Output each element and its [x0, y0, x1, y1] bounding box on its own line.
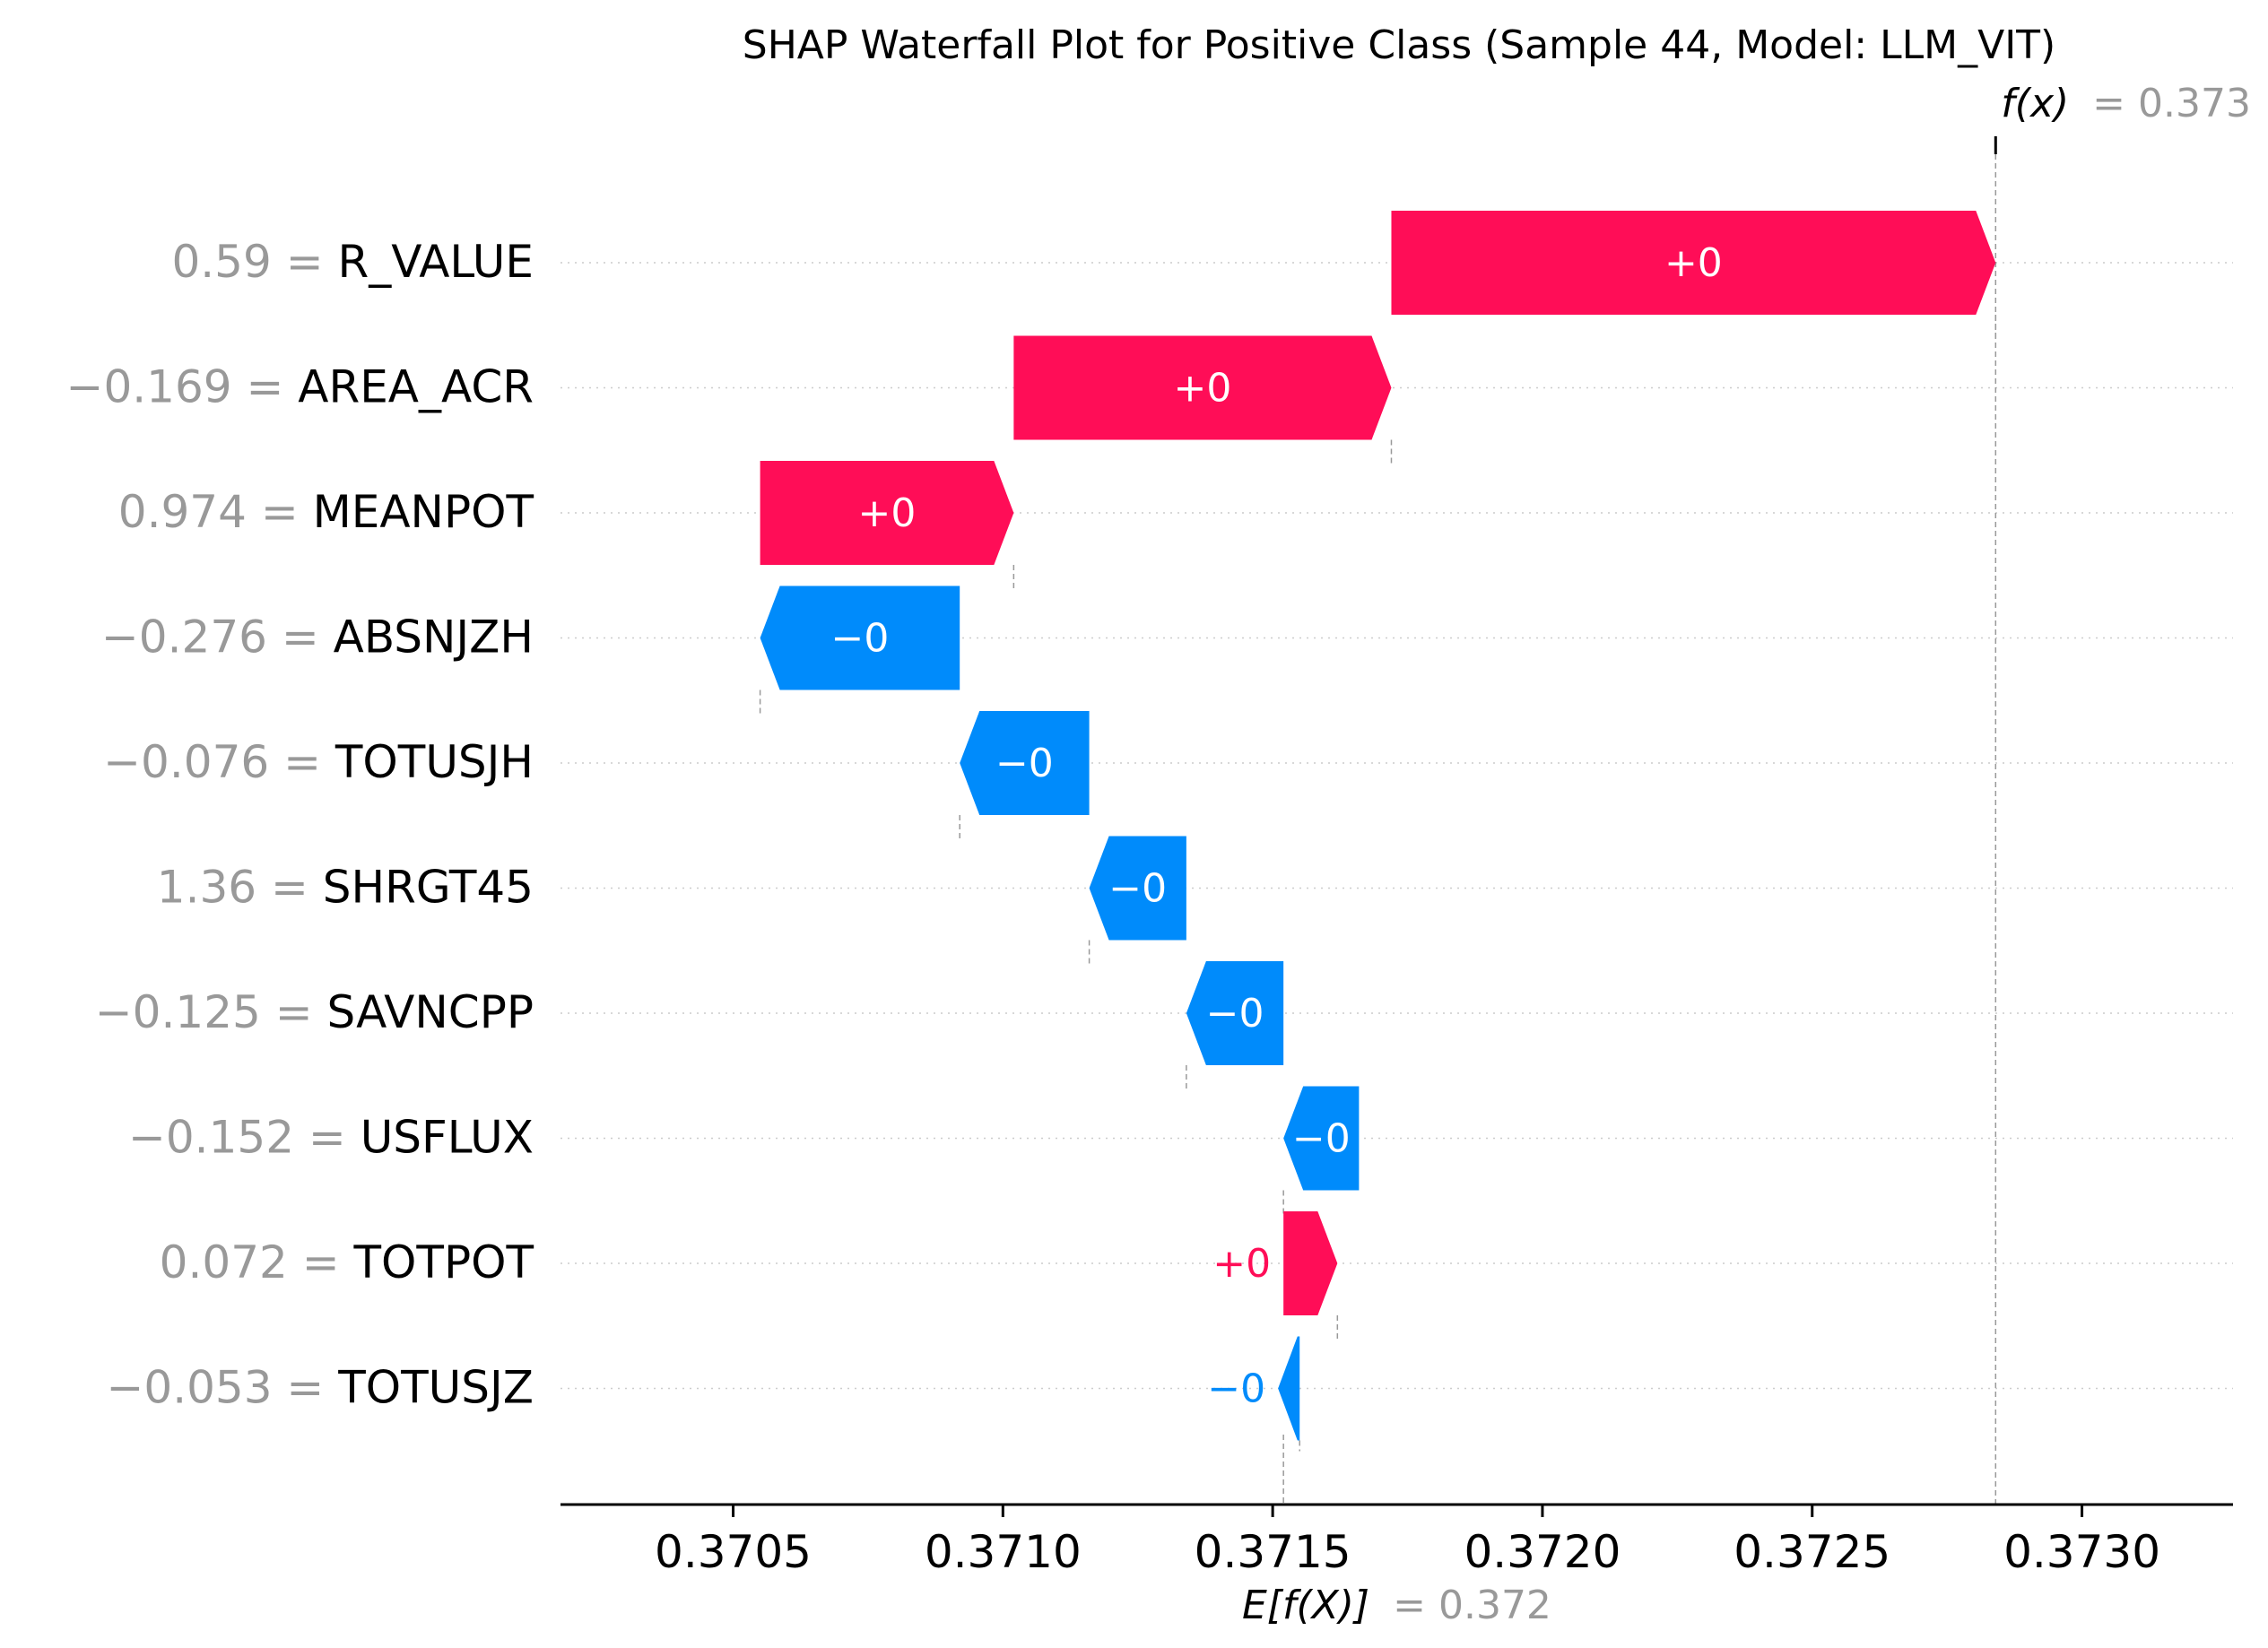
feature-name-text: R_VALUE [337, 236, 534, 288]
fx-label-text: f(x) [2001, 81, 2069, 126]
waterfall-bar [1283, 1086, 1360, 1191]
guide-lines [759, 154, 1997, 1505]
bar-value-label: −0 [995, 741, 1054, 786]
x-tick-label: 0.3705 [655, 1526, 812, 1578]
feature-label: −0.152 = USFLUX [128, 1112, 534, 1164]
waterfall-bar [1391, 211, 1996, 315]
bar-value-label: +0 [1664, 240, 1723, 286]
fx-annotation: f(x) = 0.373 [1994, 81, 2251, 154]
bar-value-label: −0 [830, 616, 889, 662]
x-tick-label: 0.3710 [925, 1526, 1082, 1578]
x-axis-ticks: 0.3705 0.3710 0.3715 0.3720 0.3725 0.3730 [655, 1505, 2160, 1578]
feature-value-text: 0.59 = [171, 236, 337, 288]
feature-value-text: 1.36 = [157, 862, 323, 914]
fx-label: f(x) = 0.373 [2001, 81, 2251, 126]
waterfall-bar [1186, 961, 1284, 1065]
bar-value-label: +0 [1212, 1241, 1271, 1287]
feature-name-text: MEANPOT [313, 486, 534, 538]
fx-value-text: = 0.373 [2092, 81, 2251, 126]
efx-value-text: = 0.372 [1393, 1583, 1551, 1628]
feature-label: −0.169 = AREA_ACR [66, 361, 534, 413]
feature-name-text: TOTPOT [353, 1236, 534, 1288]
bars [760, 211, 1996, 1441]
feature-name-text: USFLUX [361, 1112, 534, 1164]
x-tick-label: 0.3730 [2003, 1526, 2160, 1578]
chart-title: SHAP Waterfall Plot for Positive Class (… [743, 22, 2055, 68]
bar-value-label: −0 [1292, 1116, 1351, 1162]
waterfall-bar [960, 711, 1090, 815]
feature-value-text: −0.125 = [95, 986, 327, 1038]
x-tick-label: 0.3725 [1734, 1526, 1890, 1578]
feature-label: 0.59 = R_VALUE [171, 236, 534, 288]
efx-label: E[f(X)] = 0.372 [1242, 1583, 1551, 1628]
x-tick-label: 0.3715 [1195, 1526, 1351, 1578]
y-axis-labels: 0.59 = R_VALUE −0.169 = AREA_ACR 0.974 = M… [66, 236, 534, 1414]
feature-value-text: −0.152 = [128, 1112, 361, 1164]
bar-value-label: +0 [1173, 366, 1231, 412]
feature-name-text: TOTUSJZ [337, 1362, 534, 1414]
efx-label-text: E[f(X)] [1242, 1583, 1369, 1628]
feature-label: −0.076 = TOTUSJH [103, 736, 534, 788]
waterfall-bar [760, 585, 960, 690]
waterfall-bar [1283, 1211, 1338, 1315]
bar-value-label: −0 [1207, 1366, 1265, 1412]
x-tick-label: 0.3720 [1464, 1526, 1621, 1578]
feature-label: −0.053 = TOTUSJZ [107, 1362, 534, 1414]
feature-label: −0.125 = SAVNCPP [95, 986, 534, 1038]
feature-name-text: AREA_ACR [298, 361, 534, 413]
feature-value-text: −0.076 = [103, 736, 335, 788]
grid-lines [560, 262, 2233, 1390]
bar-value-label: +0 [858, 490, 917, 536]
feature-label: 0.072 = TOTPOT [160, 1236, 534, 1288]
feature-value-text: 0.072 = [160, 1236, 354, 1288]
feature-name-text: SHRGT45 [323, 862, 534, 914]
feature-value-text: −0.276 = [101, 611, 334, 664]
feature-value-text: 0.974 = [118, 486, 313, 538]
bar-labels: +0 +0 +0 −0 −0 −0 −0 −0 +0 −0 [830, 240, 1722, 1412]
feature-label: −0.276 = ABSNJZH [101, 611, 534, 664]
feature-value-text: −0.169 = [66, 361, 299, 413]
bar-value-label: −0 [1206, 991, 1264, 1037]
feature-name-text: TOTUSJH [335, 736, 534, 788]
waterfall-bar [1089, 836, 1186, 941]
waterfall-bar [1278, 1336, 1300, 1441]
feature-label: 0.974 = MEANPOT [118, 486, 534, 538]
feature-value-text: −0.053 = [107, 1362, 339, 1414]
waterfall-bar [760, 461, 1014, 565]
feature-name-text: ABSNJZH [334, 611, 534, 664]
feature-name-text: SAVNCPP [327, 986, 534, 1038]
feature-label: 1.36 = SHRGT45 [157, 862, 534, 914]
waterfall-bar [1013, 335, 1392, 440]
bar-value-label: −0 [1108, 866, 1167, 912]
